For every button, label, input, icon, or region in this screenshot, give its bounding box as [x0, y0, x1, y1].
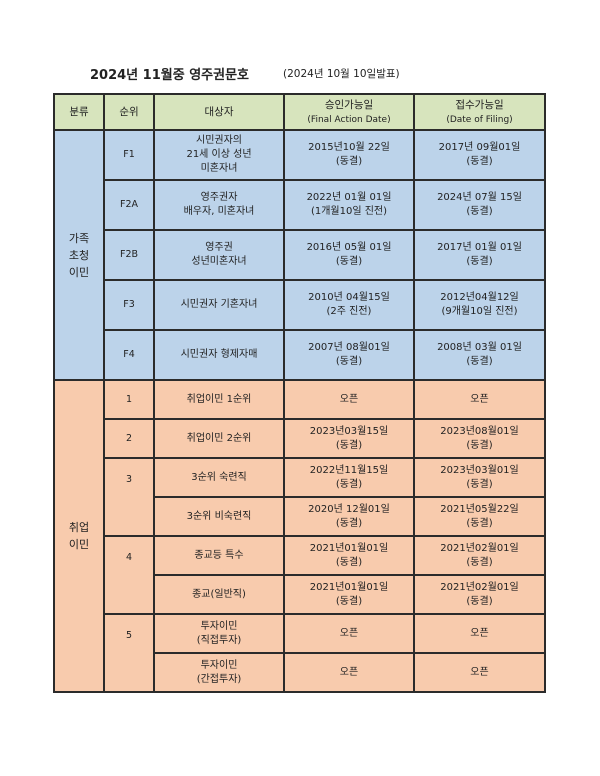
final-action-cell: 2007년 08월01일 (동결) [283, 329, 415, 381]
table-row: F2A 영주권자 배우자, 미혼자녀 2022년 01월 01일 (1개월10일… [54, 179, 546, 231]
rank-cell: F2A [103, 179, 155, 231]
filing-cell: 오픈 [413, 379, 546, 420]
header-category: 분류 [53, 93, 105, 131]
final-action-cell: 오픈 [283, 379, 415, 420]
target-cell: 영주권자 배우자, 미혼자녀 [153, 179, 285, 231]
header-final-action-ko: 승인가능일 [324, 98, 374, 111]
filing-cell: 2021년02월01일 (동결) [413, 574, 546, 615]
visa-bulletin-table: 분류 순위 대상자 승인가능일 (Final Action Date) 접수가능일… [53, 93, 546, 693]
filing-cell: 2023년03월01일 (동결) [413, 457, 546, 498]
header-filing: 접수가능일 (Date of Filing) [413, 93, 546, 131]
table-row: 3순위 비숙련직 2020년 12월01일 (동결) 2021년05월22일 (… [54, 496, 546, 537]
table-row: 2 취업이민 2순위 2023년03월15일 (동결) 2023년08월01일 … [54, 418, 546, 459]
target-cell: 종교등 특수 [153, 535, 285, 576]
rank-cell: 2 [103, 418, 155, 459]
header-final-action-en: (Final Action Date) [307, 114, 391, 125]
final-action-cell: 2015년10월 22일 (동결) [283, 129, 415, 181]
table-row: F4 시민권자 형제자매 2007년 08월01일 (동결) 2008년 03월… [54, 329, 546, 381]
rank-cell: 1 [103, 379, 155, 420]
employment-category: 취업 이민 [53, 379, 105, 693]
table-row: 가족 초청 이민 F1 시민권자의 21세 이상 성년 미혼자녀 2015년10… [53, 129, 546, 381]
filing-cell: 2017년 01월 01일 (동결) [413, 229, 546, 281]
header-final-action: 승인가능일 (Final Action Date) [283, 93, 415, 131]
header-rank: 순위 [103, 93, 155, 131]
final-action-cell: 2021년01월01일 (동결) [283, 535, 415, 576]
rank-cell: F3 [103, 279, 155, 331]
target-cell: 시민권자 형제자매 [153, 329, 285, 381]
rank-cell: 4 [103, 535, 155, 615]
header-row: 분류 순위 대상자 승인가능일 (Final Action Date) 접수가능일… [53, 93, 546, 131]
final-action-cell: 2010년 04월15일 (2주 진전) [283, 279, 415, 331]
rank-cell: F2B [103, 229, 155, 281]
target-cell: 시민권자 기혼자녀 [153, 279, 285, 331]
table-row: F3 시민권자 기혼자녀 2010년 04월15일 (2주 진전) 2012년0… [54, 279, 546, 331]
filing-cell: 오픈 [413, 613, 546, 654]
rank-cell: 5 [103, 613, 155, 693]
filing-cell: 2008년 03월 01일 (동결) [413, 329, 546, 381]
target-cell: 취업이민 2순위 [153, 418, 285, 459]
table-row: 투자이민 (간접투자) 오픈 오픈 [54, 652, 546, 693]
filing-cell: 2021년05월22일 (동결) [413, 496, 546, 537]
final-action-cell: 2021년01월01일 (동결) [283, 574, 415, 615]
filing-cell: 2021년02월01일 (동결) [413, 535, 546, 576]
filing-cell: 2023년08월01일 (동결) [413, 418, 546, 459]
page-title: 2024년 11월중 영주권문호 [90, 68, 250, 83]
table-row: 취업 이민 1 취업이민 1순위 오픈 오픈 [53, 379, 546, 693]
table-row: F2B 영주권 성년미혼자녀 2016년 05월 01일 (동결) 2017년 … [54, 229, 546, 281]
final-action-cell: 오픈 [283, 652, 415, 693]
table-row: 5 투자이민 (직접투자) 오픈 오픈 [54, 613, 546, 693]
family-category: 가족 초청 이민 [53, 129, 105, 381]
header-filing-en: (Date of Filing) [446, 114, 513, 125]
filing-cell: 오픈 [413, 652, 546, 693]
header-target: 대상자 [153, 93, 285, 131]
table-row: 3 3순위 숙련직 2022년11월15일 (동결) 2023년03월01일 (… [54, 457, 546, 537]
announcement-date: (2024년 10월 10일발표) [283, 68, 400, 80]
final-action-cell: 오픈 [283, 613, 415, 654]
target-cell: 취업이민 1순위 [153, 379, 285, 420]
rank-cell: F4 [103, 329, 155, 381]
header-filing-ko: 접수가능일 [455, 98, 504, 111]
target-cell: 3순위 숙련직 [153, 457, 285, 498]
target-cell: 종교(일반직) [153, 574, 285, 615]
target-cell: 시민권자의 21세 이상 성년 미혼자녀 [153, 129, 285, 181]
target-cell: 투자이민 (직접투자) [153, 613, 285, 654]
filing-cell: 2024년 07월 15일 (동결) [413, 179, 546, 231]
filing-cell: 2012년04월12일 (9개월10일 진전) [413, 279, 546, 331]
table-row: 종교(일반직) 2021년01월01일 (동결) 2021년02월01일 (동결… [54, 574, 546, 615]
final-action-cell: 2023년03월15일 (동결) [283, 418, 415, 459]
final-action-cell: 2020년 12월01일 (동결) [283, 496, 415, 537]
final-action-cell: 2022년 01월 01일 (1개월10일 진전) [283, 179, 415, 231]
target-cell: 영주권 성년미혼자녀 [153, 229, 285, 281]
rank-cell: F1 [103, 129, 155, 181]
table-row: 4 종교등 특수 2021년01월01일 (동결) 2021년02월01일 (동… [54, 535, 546, 615]
rank-cell: 3 [103, 457, 155, 537]
filing-cell: 2017년 09월01일 (동결) [413, 129, 546, 181]
target-cell: 3순위 비숙련직 [153, 496, 285, 537]
target-cell: 투자이민 (간접투자) [153, 652, 285, 693]
final-action-cell: 2022년11월15일 (동결) [283, 457, 415, 498]
final-action-cell: 2016년 05월 01일 (동결) [283, 229, 415, 281]
